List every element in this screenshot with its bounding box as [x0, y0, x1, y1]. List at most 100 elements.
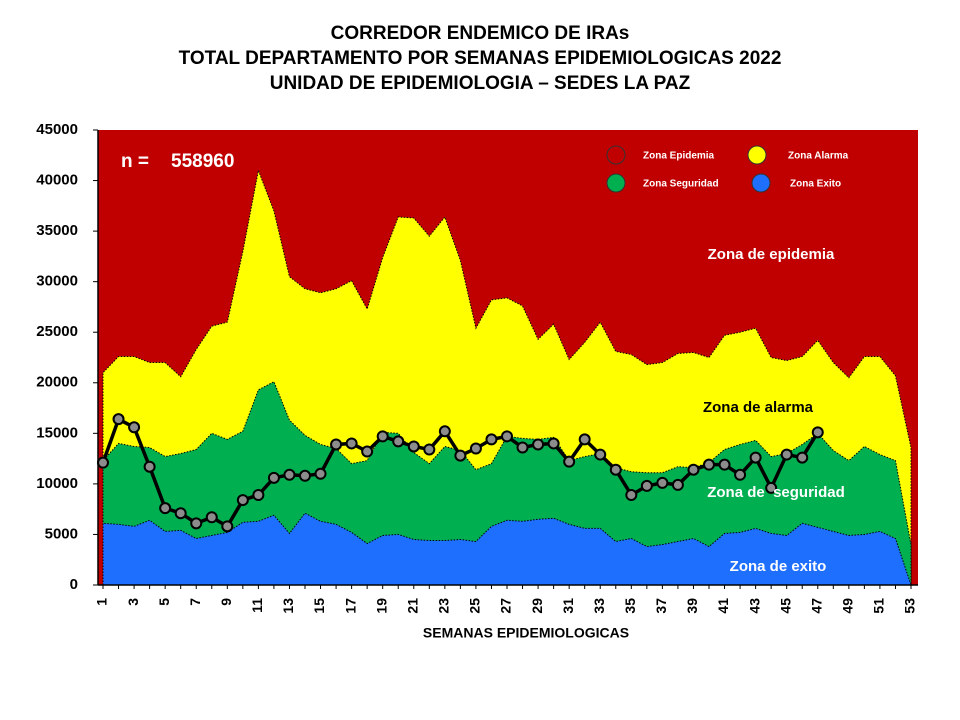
- case-point: [330, 438, 343, 451]
- zone-annotation: Zona de alarma: [703, 399, 814, 416]
- case-point: [594, 448, 607, 461]
- case-point: [438, 425, 451, 438]
- case-point: [811, 426, 824, 439]
- case-point: [749, 451, 762, 464]
- x-tick-label: 13: [280, 598, 296, 614]
- x-tick-label: 49: [840, 598, 856, 614]
- x-tick-label: 1: [94, 598, 110, 606]
- case-point: [656, 476, 669, 489]
- case-point: [112, 413, 125, 426]
- case-point: [174, 507, 187, 520]
- legend-label: Zona Epidemia: [643, 151, 715, 162]
- case-point: [283, 468, 296, 481]
- zone-annotation: Zona de epidemia: [708, 246, 835, 263]
- case-point: [547, 437, 560, 450]
- x-tick-label: 45: [777, 598, 793, 614]
- legend-swatch: [606, 173, 626, 193]
- case-point: [392, 435, 405, 448]
- x-tick-label: 47: [808, 598, 824, 614]
- x-tick-label: 5: [156, 598, 172, 606]
- case-point: [407, 440, 420, 453]
- legend-swatch: [606, 145, 626, 165]
- case-point: [314, 467, 327, 480]
- case-point: [469, 442, 482, 455]
- chart-title: CORREDOR ENDEMICO DE IRAs: [331, 23, 630, 44]
- case-point: [687, 463, 700, 476]
- case-point: [345, 437, 358, 450]
- x-tick-label: 35: [622, 598, 638, 614]
- x-tick-label: 3: [125, 598, 141, 606]
- x-tick-label: 39: [684, 598, 700, 614]
- case-point: [361, 445, 374, 458]
- case-point: [454, 449, 467, 462]
- case-point: [423, 443, 436, 456]
- case-point: [205, 511, 218, 524]
- legend-label: Zona Seguridad: [643, 179, 719, 190]
- y-tick-label: 30000: [36, 273, 78, 290]
- case-point: [252, 489, 265, 502]
- y-tick-label: 10000: [36, 475, 78, 492]
- y-tick-label: 0: [70, 576, 78, 593]
- x-tick-label: 37: [653, 598, 669, 614]
- case-point: [236, 494, 249, 507]
- case-point: [780, 448, 793, 461]
- legend-label: Zona Alarma: [788, 151, 849, 162]
- x-tick-label: 51: [871, 598, 887, 614]
- y-tick-label: 40000: [36, 172, 78, 189]
- case-point: [625, 489, 638, 502]
- y-tick-label: 5000: [45, 525, 78, 542]
- case-point: [578, 433, 591, 446]
- n-value: 558960: [171, 151, 234, 172]
- y-tick-label: 35000: [36, 222, 78, 239]
- x-tick-label: 23: [436, 598, 452, 614]
- case-point: [143, 460, 156, 473]
- x-axis-label: SEMANAS EPIDEMIOLOGICAS: [423, 625, 629, 641]
- case-point: [299, 469, 311, 482]
- zone-annotation: Zona de exito: [730, 558, 827, 575]
- zone-area: [102, 512, 912, 586]
- y-tick-label: 45000: [36, 121, 78, 138]
- case-point: [97, 456, 109, 469]
- x-tick-label: 27: [498, 598, 514, 614]
- case-point: [516, 441, 529, 454]
- case-point: [671, 478, 684, 491]
- x-tick-label: 17: [342, 598, 358, 614]
- plot-area: 0 5000 10000 15000 20000 25000 30000 35000 40000…: [36, 121, 918, 614]
- y-tick-label: 20000: [36, 374, 78, 391]
- x-tick-label: 31: [560, 598, 576, 614]
- case-point: [128, 421, 141, 434]
- y-tick-label: 25000: [36, 323, 78, 340]
- case-point: [159, 502, 172, 515]
- case-point: [221, 520, 234, 533]
- chart-title: TOTAL DEPARTAMENTO POR SEMANAS EPIDEMIOL…: [179, 48, 782, 69]
- x-tick-label: 15: [311, 598, 327, 614]
- legend-label: Zona Exito: [790, 179, 841, 190]
- case-point: [765, 481, 778, 494]
- x-tick-label: 7: [187, 598, 203, 606]
- x-tick-label: 29: [529, 598, 545, 614]
- case-point: [703, 458, 715, 471]
- case-point: [609, 463, 622, 476]
- n-label: n =: [121, 151, 149, 172]
- x-tick-label: 25: [467, 598, 483, 614]
- case-point: [718, 458, 731, 471]
- case-point: [734, 468, 747, 481]
- case-point: [485, 433, 498, 446]
- x-tick-label: 21: [404, 598, 420, 614]
- case-point: [640, 479, 653, 492]
- x-tick-label: 9: [218, 598, 234, 606]
- x-tick-label: 11: [249, 598, 265, 613]
- x-tick-label: 53: [902, 598, 918, 614]
- chart-title: UNIDAD DE EPIDEMIOLOGIA – SEDES LA PAZ: [270, 73, 691, 94]
- case-point: [796, 451, 809, 464]
- legend-swatch: [747, 145, 767, 165]
- x-tick-label: 19: [373, 598, 389, 614]
- case-point: [376, 430, 389, 443]
- case-point: [190, 517, 203, 530]
- case-point: [532, 438, 545, 451]
- x-tick-label: 41: [715, 598, 731, 614]
- case-point: [563, 455, 576, 468]
- x-tick-label: 33: [591, 598, 607, 614]
- x-tick-label: 43: [746, 598, 762, 614]
